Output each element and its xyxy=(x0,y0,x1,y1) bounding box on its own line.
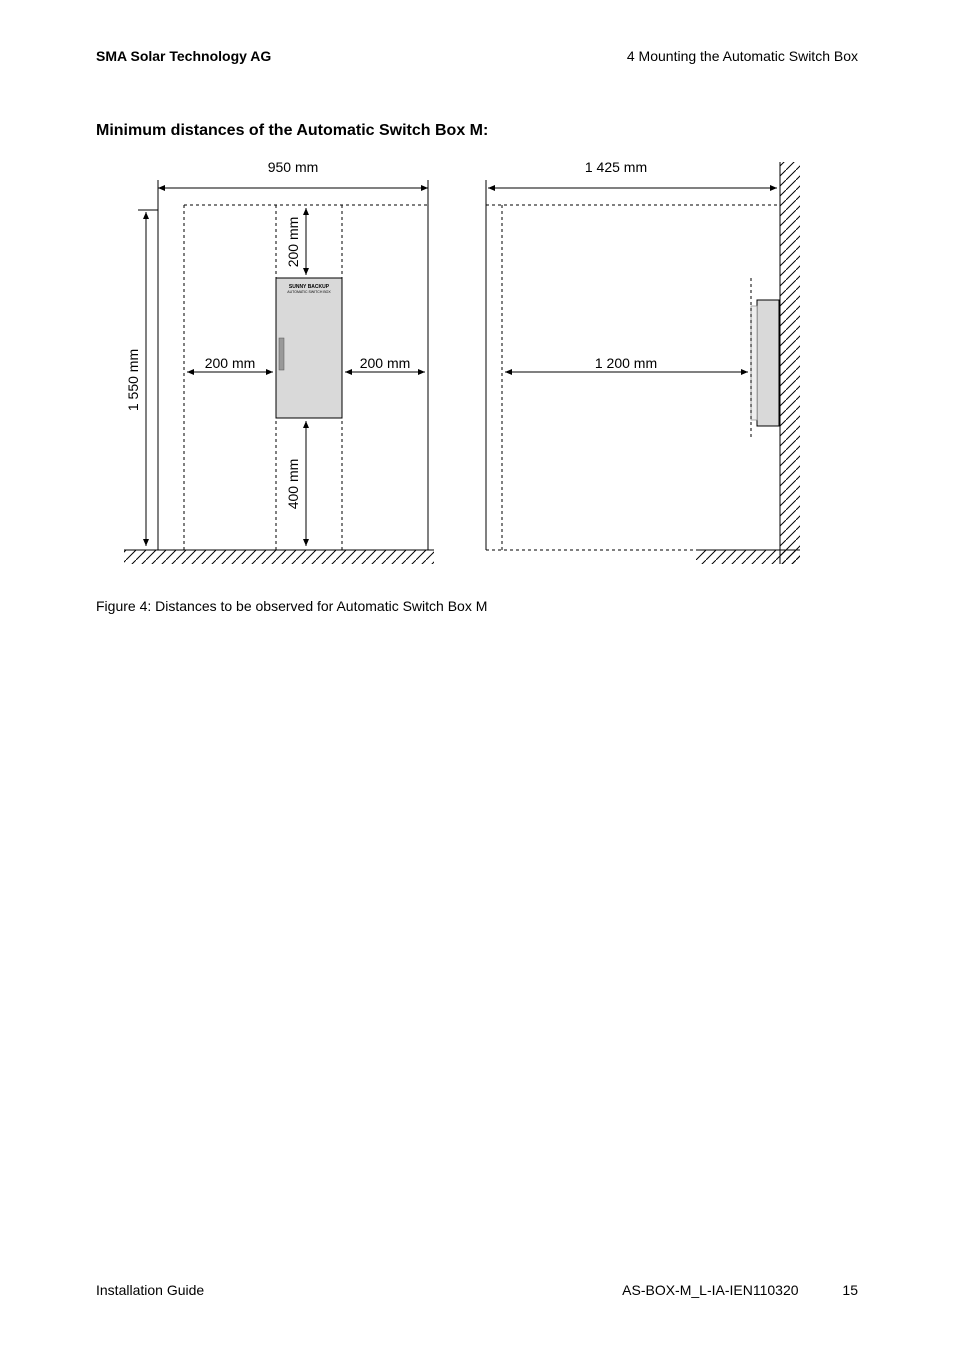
box-label-sub: AUTOMATIC SWITCH BOX xyxy=(287,290,331,294)
figure-caption: Figure 4: Distances to be observed for A… xyxy=(96,598,487,614)
footer-doc-id: AS-BOX-M_L-IA-IEN110320 xyxy=(622,1282,798,1298)
dim-200-top: 200 mm xyxy=(285,217,301,268)
footer-left: Installation Guide xyxy=(96,1282,204,1298)
dim-1200: 1 200 mm xyxy=(595,355,657,371)
header-company: SMA Solar Technology AG xyxy=(96,48,271,64)
clearance-diagram: 950 mm 1 550 mm 200 mm SUNNY BACKUP AUTO… xyxy=(96,150,858,580)
dim-200-left: 200 mm xyxy=(205,355,256,371)
section-title: Minimum distances of the Automatic Switc… xyxy=(96,122,488,140)
header-section: 4 Mounting the Automatic Switch Box xyxy=(627,48,858,64)
dim-950: 950 mm xyxy=(268,159,319,175)
dim-200-right: 200 mm xyxy=(360,355,411,371)
dim-1425: 1 425 mm xyxy=(585,159,647,175)
dim-1550: 1 550 mm xyxy=(125,349,141,411)
dim-400: 400 mm xyxy=(285,459,301,510)
footer-page: 15 xyxy=(842,1282,858,1298)
